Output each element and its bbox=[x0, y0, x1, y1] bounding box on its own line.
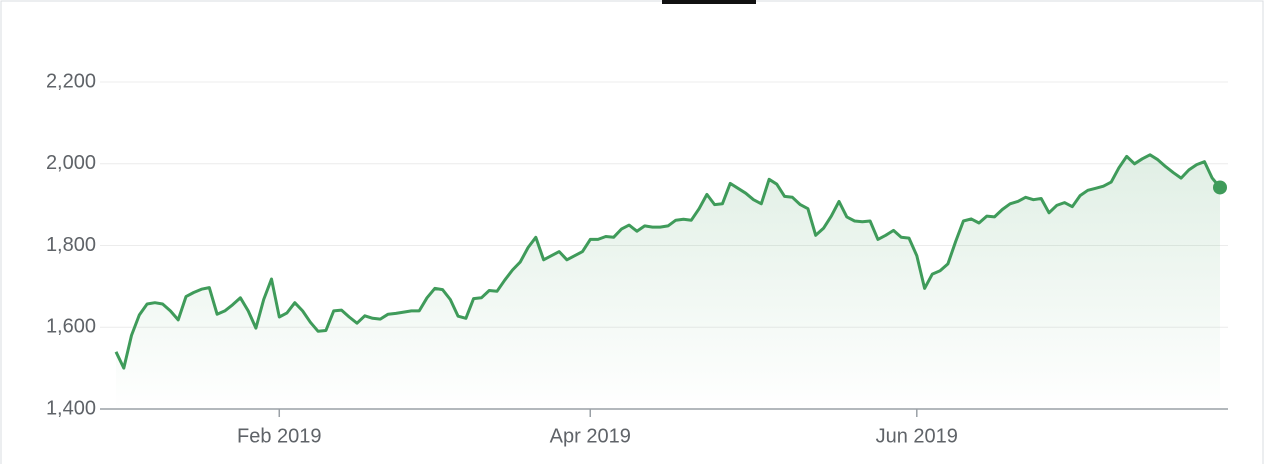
y-tick-label: 2,000 bbox=[46, 152, 96, 174]
x-tick-label: Jun 2019 bbox=[876, 425, 958, 447]
end-dot bbox=[1213, 180, 1227, 195]
x-tick-label: Feb 2019 bbox=[237, 425, 322, 447]
y-tick-label: 2,200 bbox=[46, 70, 96, 92]
y-tick-label: 1,400 bbox=[46, 397, 96, 419]
x-tick-label: Apr 2019 bbox=[550, 425, 631, 447]
area bbox=[116, 154, 1220, 409]
line bbox=[114, 153, 1222, 370]
y-tick-label: 1,800 bbox=[46, 234, 96, 256]
tab-indicator bbox=[662, 0, 756, 4]
y-tick-label: 1,600 bbox=[46, 316, 96, 338]
